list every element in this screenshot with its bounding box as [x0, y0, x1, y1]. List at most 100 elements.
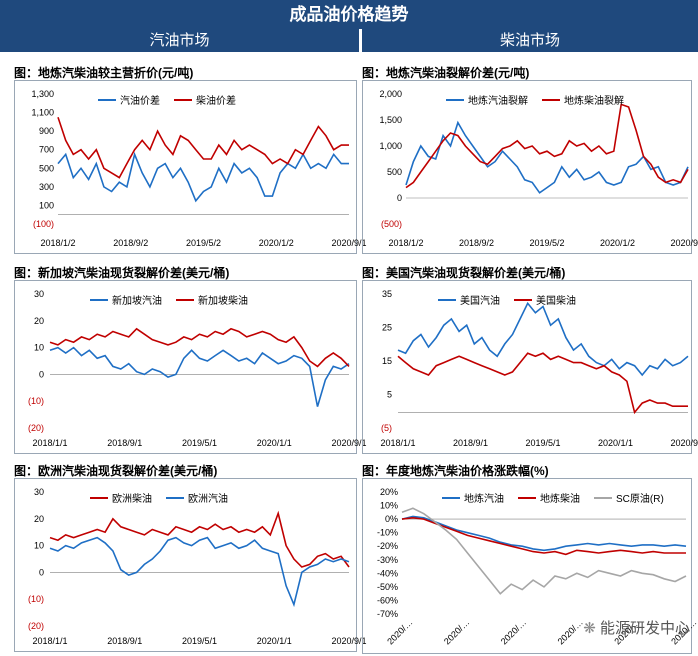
x-tick-label: 2020/… — [499, 617, 528, 646]
series-line-1 — [397, 301, 689, 377]
watermark-text: 能源研发中心 — [599, 620, 690, 637]
y-tick-label: 1,500 — [379, 115, 402, 125]
y-tick-label: 2,000 — [379, 89, 402, 99]
series-line-1 — [49, 346, 350, 407]
series-line-2 — [401, 516, 686, 556]
watermark: ❋ 能源研发中心 — [583, 617, 690, 638]
series-line-3 — [401, 507, 687, 595]
x-tick-label: 2019/5/2 — [529, 238, 564, 248]
x-tick-label: 2020/… — [385, 617, 414, 646]
y-tick-label: 1,000 — [379, 141, 402, 151]
x-tick-label: 2018/1/2 — [388, 238, 423, 248]
y-tick-label: 10% — [380, 501, 398, 511]
chart-frame — [362, 478, 692, 654]
x-tick-label: 2020/1/1 — [257, 438, 292, 448]
wechat-logo-icon: ❋ — [583, 620, 600, 637]
chart-title: 图：美国汽柴油现货裂解价差(美元/桶) — [362, 266, 566, 280]
chart-panel-3: 图：新加坡汽柴油现货裂解价差(美元/桶) 30 20 10 0 (10) (20) 2018/… — [14, 264, 367, 454]
y-tick-label: 0% — [385, 514, 398, 524]
y-tick-label: (100) — [33, 219, 54, 229]
section-diesel-market: 柴油市场 — [362, 29, 698, 52]
y-tick-label: 0 — [39, 567, 44, 577]
chart-frame — [14, 280, 357, 454]
y-tick-label: 5 — [387, 390, 392, 400]
chart-panel-4: 图：美国汽柴油现货裂解价差(美元/桶) 35 25 15 5 (5) 2018/1/1 201… — [362, 264, 698, 454]
legend-label: 汽油价差 — [120, 94, 160, 107]
series-line-2 — [397, 352, 688, 415]
chart-svg: 30 20 10 0 (10) (20) 2018/1/1 2018/9/1 2019/5/1 2… — [28, 289, 367, 448]
y-tick-label: 10 — [34, 541, 44, 551]
x-tick-label: 2018/1/1 — [32, 636, 67, 646]
x-tick-label: 2020/1/1 — [257, 636, 292, 646]
chart-svg: 35 25 15 5 (5) 2018/1/1 2018/9/1 2019/5/1 2020/1… — [380, 289, 698, 448]
y-tick-label: -10% — [377, 528, 398, 538]
section-gasoline-market: 汽油市场 — [0, 29, 359, 52]
chart-panel-2: 图：地炼汽柴油裂解价差(元/吨) 2,000 1,500 1,000 500 0 (500)… — [362, 64, 698, 254]
x-tick-label: 2018/1/1 — [380, 438, 415, 448]
series-line-2 — [49, 327, 350, 368]
legend-label: 新加坡柴油 — [198, 294, 248, 307]
legend-label: 美国汽油 — [460, 294, 500, 307]
x-tick-label: 2020/9/1 — [331, 636, 366, 646]
chart-panel-5: 图：欧洲汽柴油现货裂解价差(美元/桶) 30 20 10 0 (10) (20) 2018/1… — [14, 462, 367, 652]
chart-frame — [362, 280, 692, 454]
chart-title: 图：新加坡汽柴油现货裂解价差(美元/桶) — [14, 266, 230, 280]
series-line-2 — [57, 116, 349, 179]
x-tick-label: 2020/9/1 — [331, 438, 366, 448]
y-tick-label: 0 — [397, 193, 402, 203]
chart-svg: 20%10%0%-10%-20%-30%-40%-50%-60%-70%2020… — [377, 487, 698, 647]
chart-panel-6: 图：年度地炼汽柴油价格涨跌幅(%) 20% 10% 0% -10% -20% -30% -40… — [362, 462, 698, 654]
legend-label: 柴油价差 — [196, 94, 236, 107]
chart-title: 图：年度地炼汽柴油价格涨跌幅(%) — [362, 464, 549, 478]
y-tick-label: (20) — [28, 423, 44, 433]
legend-label: 欧洲柴油 — [112, 492, 152, 505]
legend-label: 美国柴油 — [536, 294, 576, 307]
chart-svg: 2,000 1,500 1,000 500 0 (500) 2018/1/2 2018/9/2… — [379, 89, 698, 248]
y-tick-label: 20 — [34, 316, 44, 326]
x-tick-label: 2020/… — [556, 617, 585, 646]
legend-label: 地炼汽油 — [464, 492, 504, 505]
series-line-1 — [405, 120, 689, 194]
x-tick-label: 2018/1/1 — [32, 438, 67, 448]
x-tick-label: 2020/… — [442, 617, 471, 646]
x-tick-label: 2018/9/2 — [113, 238, 148, 248]
y-tick-label: 700 — [39, 145, 54, 155]
series-line-2 — [405, 103, 689, 189]
series-line-2 — [49, 536, 350, 608]
x-tick-label: 2020/1/1 — [598, 438, 633, 448]
chart-title: 图：地炼汽柴油裂解价差(元/吨) — [362, 66, 530, 80]
x-tick-label: 2018/9/1 — [107, 636, 142, 646]
legend-label: SC原油(R) — [616, 492, 664, 505]
y-tick-label: 1,100 — [31, 108, 54, 118]
y-tick-label: 30 — [34, 487, 44, 497]
legend-label: 地炼柴油裂解 — [564, 94, 624, 107]
series-line-1 — [49, 510, 350, 568]
x-tick-label: 2019/5/2 — [186, 238, 221, 248]
legend-label: 地炼柴油 — [540, 492, 580, 505]
y-tick-label: 500 — [39, 163, 54, 173]
series-line-1 — [57, 151, 349, 203]
series-line-1 — [401, 515, 687, 552]
y-tick-label: 10 — [34, 343, 44, 353]
chart-title: 图：地炼汽柴油较主营折价(元/吨) — [14, 66, 194, 80]
y-tick-label: 300 — [39, 182, 54, 192]
y-tick-label: (500) — [381, 219, 402, 229]
y-tick-label: -40% — [377, 568, 398, 578]
y-tick-label: (5) — [381, 423, 392, 433]
main-title-banner: 成品油价格趋势 — [0, 0, 698, 29]
y-tick-label: 15 — [382, 356, 392, 366]
legend-label: 欧洲汽油 — [188, 492, 228, 505]
chart-frame — [362, 80, 692, 254]
legend-label: 新加坡汽油 — [112, 294, 162, 307]
y-tick-label: 500 — [387, 167, 402, 177]
y-tick-label: -50% — [377, 582, 398, 592]
x-tick-label: 2018/1/2 — [40, 238, 75, 248]
y-tick-label: -60% — [377, 595, 398, 605]
y-tick-label: (20) — [28, 621, 44, 631]
x-tick-label: 2020/9/1 — [670, 438, 698, 448]
chart-frame — [14, 80, 357, 254]
legend-label: 地炼汽油裂解 — [468, 94, 528, 107]
chart-panel-1: 图：地炼汽柴油较主营折价(元/吨) 1,300 1,100 900 700 500 300 1… — [14, 64, 367, 254]
y-tick-label: 100 — [39, 200, 54, 210]
y-tick-label: 25 — [382, 323, 392, 333]
